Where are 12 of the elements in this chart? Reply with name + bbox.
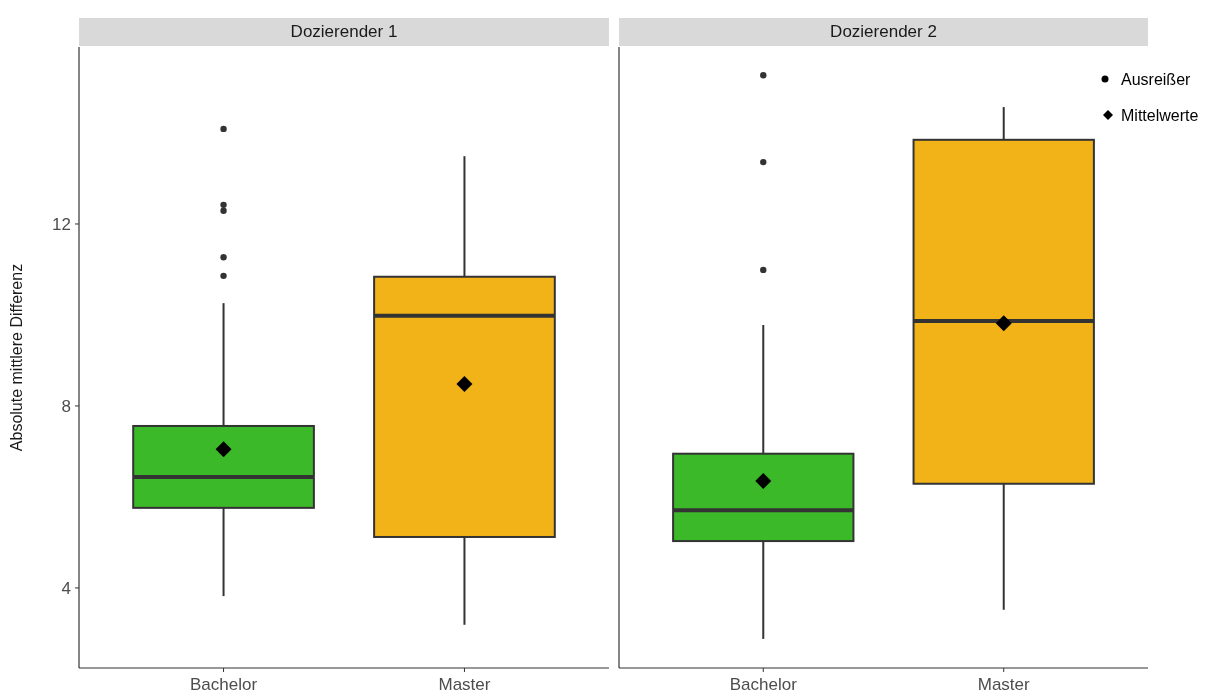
chart-title: Dozierender 2 — [830, 22, 937, 41]
x-tick-label: Master — [977, 675, 1031, 694]
x-tick-label: Master — [438, 675, 491, 694]
annotation: Ausreißer — [1121, 70, 1192, 88]
x-tick-label: Bachelor — [189, 675, 258, 694]
y-tick-label: 8 — [61, 396, 71, 416]
y-tick-label: 12 — [52, 214, 71, 234]
y-tick-label: 4 — [61, 578, 71, 598]
chart-title: Dozierender 1 — [290, 22, 398, 41]
x-tick-label: Bachelor — [729, 675, 798, 694]
annotation: Mittelwerte — [1121, 106, 1199, 124]
y-axis-title: Absolute mittlere Differenz — [8, 263, 25, 452]
